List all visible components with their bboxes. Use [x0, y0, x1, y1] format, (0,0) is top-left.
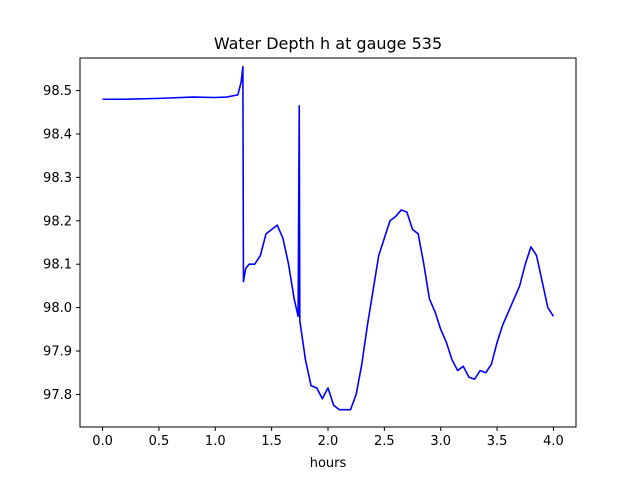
y-tick-label: 98.1 — [43, 258, 72, 273]
chart-title: Water Depth h at gauge 535 — [214, 34, 442, 53]
y-tick-label: 97.9 — [43, 345, 72, 360]
y-tick-label: 97.8 — [43, 388, 72, 403]
y-tick-label: 98.5 — [43, 84, 72, 99]
x-tick-label: 1.5 — [261, 434, 282, 449]
y-tick-label: 98.3 — [43, 171, 72, 186]
x-axis-label: hours — [310, 456, 347, 471]
y-tick-label: 98.2 — [43, 214, 72, 229]
x-tick-label: 3.0 — [430, 434, 451, 449]
y-tick-label: 98.0 — [43, 301, 72, 316]
series-line-0 — [102, 65, 555, 411]
y-tick-label: 98.4 — [43, 127, 72, 142]
x-tick-label: 3.5 — [487, 434, 508, 449]
x-tick-label: 2.0 — [318, 434, 339, 449]
x-tick-label: 0.0 — [92, 434, 113, 449]
x-tick-label: 1.0 — [205, 434, 226, 449]
x-tick-label: 0.5 — [149, 434, 170, 449]
x-tick-label: 4.0 — [543, 434, 564, 449]
x-tick-label: 2.5 — [374, 434, 395, 449]
plot-area: 0.0 0.5 1.0 1.5 2.0 2.5 3.0 3.5 4.0 97.8 97.9 98.0 9… — [43, 57, 577, 449]
